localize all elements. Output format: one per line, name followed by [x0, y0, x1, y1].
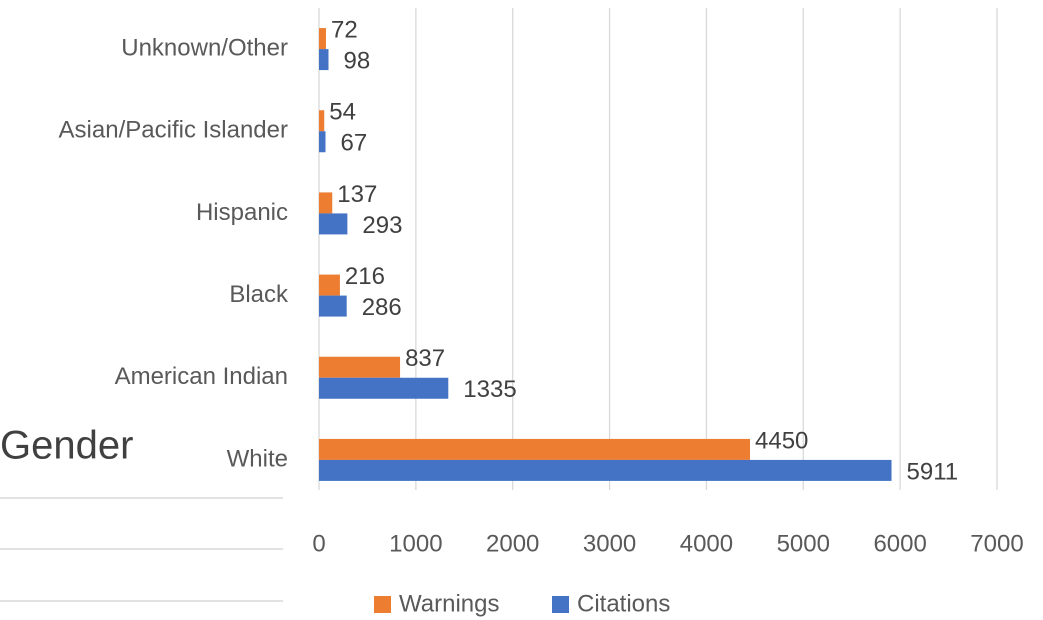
x-tick-label: 2000: [486, 530, 539, 557]
bar: [319, 49, 329, 71]
data-label: 4450: [755, 427, 808, 454]
y-tick-label: Hispanic: [196, 199, 288, 226]
legend-swatch: [374, 596, 391, 613]
x-tick-label: 7000: [970, 530, 1023, 557]
data-label: 137: [337, 181, 377, 208]
bar: [319, 459, 892, 481]
data-label: 837: [405, 345, 445, 372]
legend-label: Citations: [577, 590, 670, 617]
bar: [319, 377, 449, 399]
y-tick-label: Black: [229, 281, 289, 308]
bar: [319, 274, 340, 296]
legend-label: Warnings: [399, 590, 499, 617]
bar: [319, 356, 401, 378]
data-label: 286: [362, 294, 402, 321]
bar: [319, 213, 348, 235]
bar: [319, 438, 751, 460]
bar: [319, 131, 326, 153]
x-tick-label: 3000: [583, 530, 636, 557]
bar: [319, 110, 325, 132]
data-label: 72: [331, 16, 358, 43]
data-label: 1335: [463, 376, 516, 403]
bar: [319, 192, 333, 214]
data-label: 293: [362, 212, 402, 239]
y-tick-label: Unknown/Other: [121, 34, 288, 61]
x-tick-label: 1000: [389, 530, 442, 557]
x-tick-label: 5000: [777, 530, 830, 557]
x-tick-label: 0: [312, 530, 325, 557]
data-label: 67: [340, 130, 367, 157]
overlay-heading: Gender: [0, 424, 133, 468]
legend-swatch: [552, 596, 569, 613]
data-label: 5911: [907, 458, 959, 485]
bar: [319, 295, 347, 317]
y-tick-label: Asian/Pacific Islander: [59, 117, 288, 144]
data-label: 216: [345, 263, 385, 290]
y-tick-label: White: [227, 445, 288, 472]
data-label: 98: [343, 47, 370, 74]
x-tick-label: 4000: [680, 530, 733, 557]
bar: [319, 28, 326, 50]
x-tick-label: 6000: [873, 530, 926, 557]
data-label: 54: [329, 99, 356, 126]
y-tick-label: American Indian: [115, 363, 288, 390]
